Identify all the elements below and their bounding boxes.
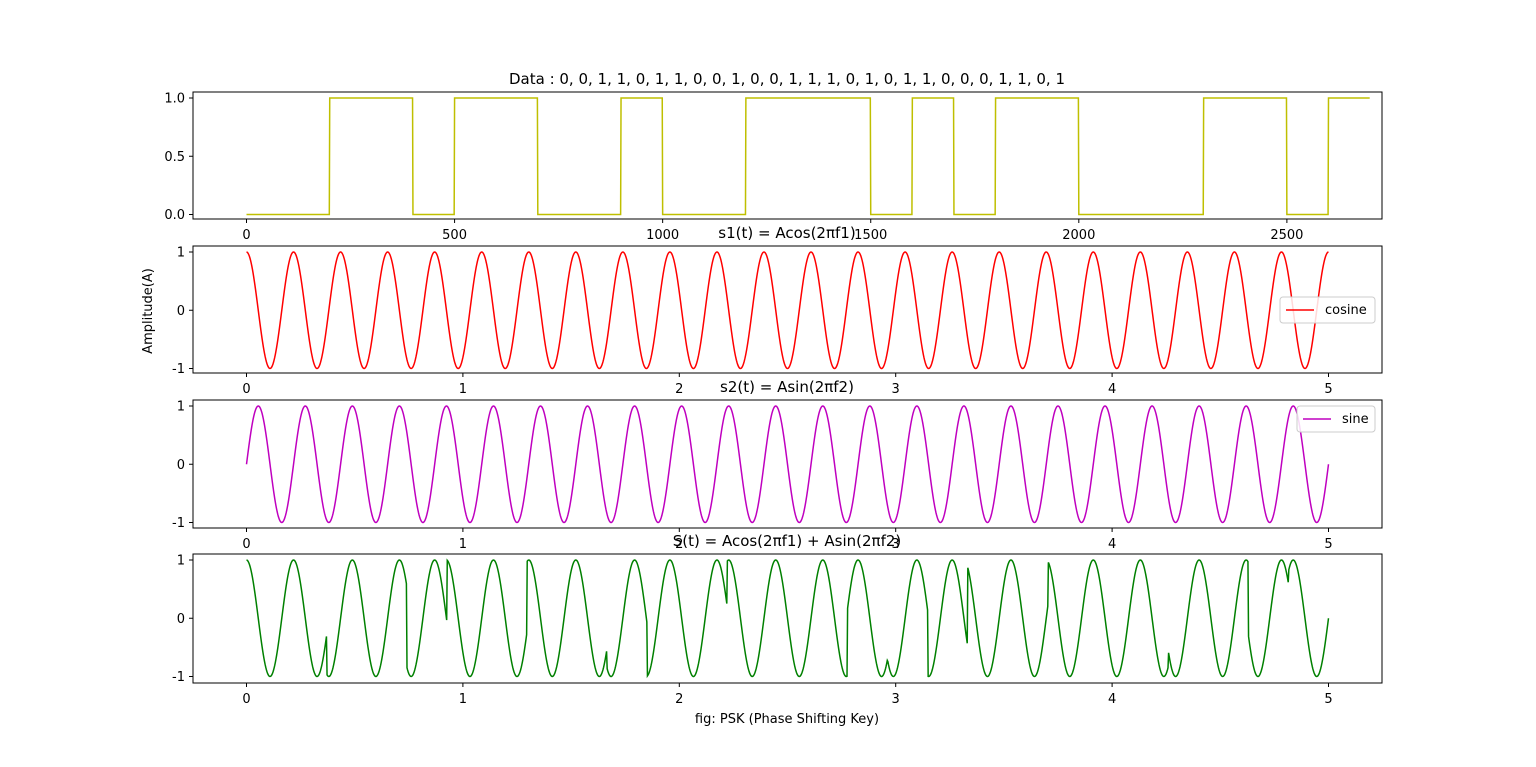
sine-xtick-label-2: 2	[675, 537, 683, 552]
cosine-xtick-label-4: 4	[1108, 382, 1116, 397]
sine-ytick-label-1: 0	[177, 458, 185, 473]
psk-xtick-label-2: 2	[675, 692, 683, 707]
psk-xtick-label-5: 5	[1324, 692, 1332, 707]
sine-ytick-label-0: -1	[172, 516, 185, 531]
sine-title: s2(t) = Asin(2πf2)	[720, 378, 854, 396]
cosine-legend: cosine	[1279, 296, 1376, 324]
cosine-legend-box	[1279, 296, 1376, 324]
data-bits-line	[246, 97, 1370, 216]
sine-xtick-label-4: 4	[1108, 537, 1116, 552]
cosine-xtick-label-3: 3	[892, 382, 900, 397]
cosine-ytick-label-1: 0	[177, 304, 185, 319]
cosine-ytick-label-2: 1	[177, 246, 185, 261]
psk-xtick-label-4: 4	[1108, 692, 1116, 707]
sine-ytick-label-2: 1	[177, 400, 185, 415]
data-bits-ytick-label-2: 1.0	[164, 92, 185, 107]
data-bits-ytick-label-1: 0.5	[164, 150, 185, 165]
sine-xtick-label-3: 3	[892, 537, 900, 552]
cosine-xtick-label-0: 0	[242, 382, 250, 397]
psk-ytick-label-1: 0	[177, 612, 185, 627]
data-bits-xtick-label-3: 1500	[854, 228, 887, 243]
subplot-cosine-carrier: s1(t) = Acos(2πf1) 0 1 2 3 4 5 -1 0 1 cosine	[172, 224, 1383, 397]
cosine-xtick-label-1: 1	[459, 382, 467, 397]
cosine-xtick-label-5: 5	[1324, 382, 1332, 397]
subplot-sine-carrier: s2(t) = Asin(2πf2) 0 1 2 3 4 5 -1 0 1 sine	[172, 378, 1383, 552]
cosine-xtick-label-2: 2	[675, 382, 683, 397]
cosine-title: s1(t) = Acos(2πf1)	[718, 224, 855, 242]
subplot-data-bits: Data : 0, 0, 1, 1, 0, 1, 1, 0, 0, 1, 0, …	[164, 70, 1383, 243]
x-axis-label: fig: PSK (Phase Shifting Key)	[695, 712, 879, 727]
psk-ytick-label-2: 1	[177, 554, 185, 569]
y-axis-label: Amplitude(A)	[141, 268, 156, 354]
psk-line	[246, 558, 1330, 679]
data-bits-title: Data : 0, 0, 1, 1, 0, 1, 1, 0, 0, 1, 0, …	[509, 70, 1065, 88]
sine-xtick-label-5: 5	[1324, 537, 1332, 552]
psk-xtick-label-0: 0	[242, 692, 250, 707]
cosine-line	[246, 251, 1329, 370]
psk-xtick-label-1: 1	[459, 692, 467, 707]
data-bits-xtick-label-0: 0	[242, 228, 250, 243]
data-bits-ytick-label-0: 0.0	[164, 208, 185, 223]
cosine-ytick-label-0: -1	[172, 362, 185, 377]
sine-legend: sine	[1296, 405, 1376, 433]
psk-ytick-label-0: -1	[172, 670, 185, 685]
data-bits-xtick-label-1: 500	[442, 228, 467, 243]
cosine-axes-frame	[192, 245, 1383, 374]
sine-xtick-label-1: 1	[459, 537, 467, 552]
psk-title: S(t) = Acos(2πf1) + Asin(2πf2)	[673, 532, 902, 550]
data-bits-xtick-label-5: 2500	[1270, 228, 1303, 243]
sine-legend-label: sine	[1342, 412, 1369, 427]
sine-legend-box	[1296, 405, 1376, 433]
data-bits-xtick-label-4: 2000	[1062, 228, 1095, 243]
data-bits-xtick-label-2: 1000	[646, 228, 679, 243]
psk-xtick-label-3: 3	[892, 692, 900, 707]
cosine-legend-label: cosine	[1325, 303, 1367, 318]
sine-line	[245, 405, 1330, 524]
subplot-psk-signal: S(t) = Acos(2πf1) + Asin(2πf2) 0 1 2 3 4 5 -1 0…	[172, 532, 1383, 707]
sine-xtick-label-0: 0	[242, 537, 250, 552]
data-bits-axes-frame	[192, 91, 1383, 220]
